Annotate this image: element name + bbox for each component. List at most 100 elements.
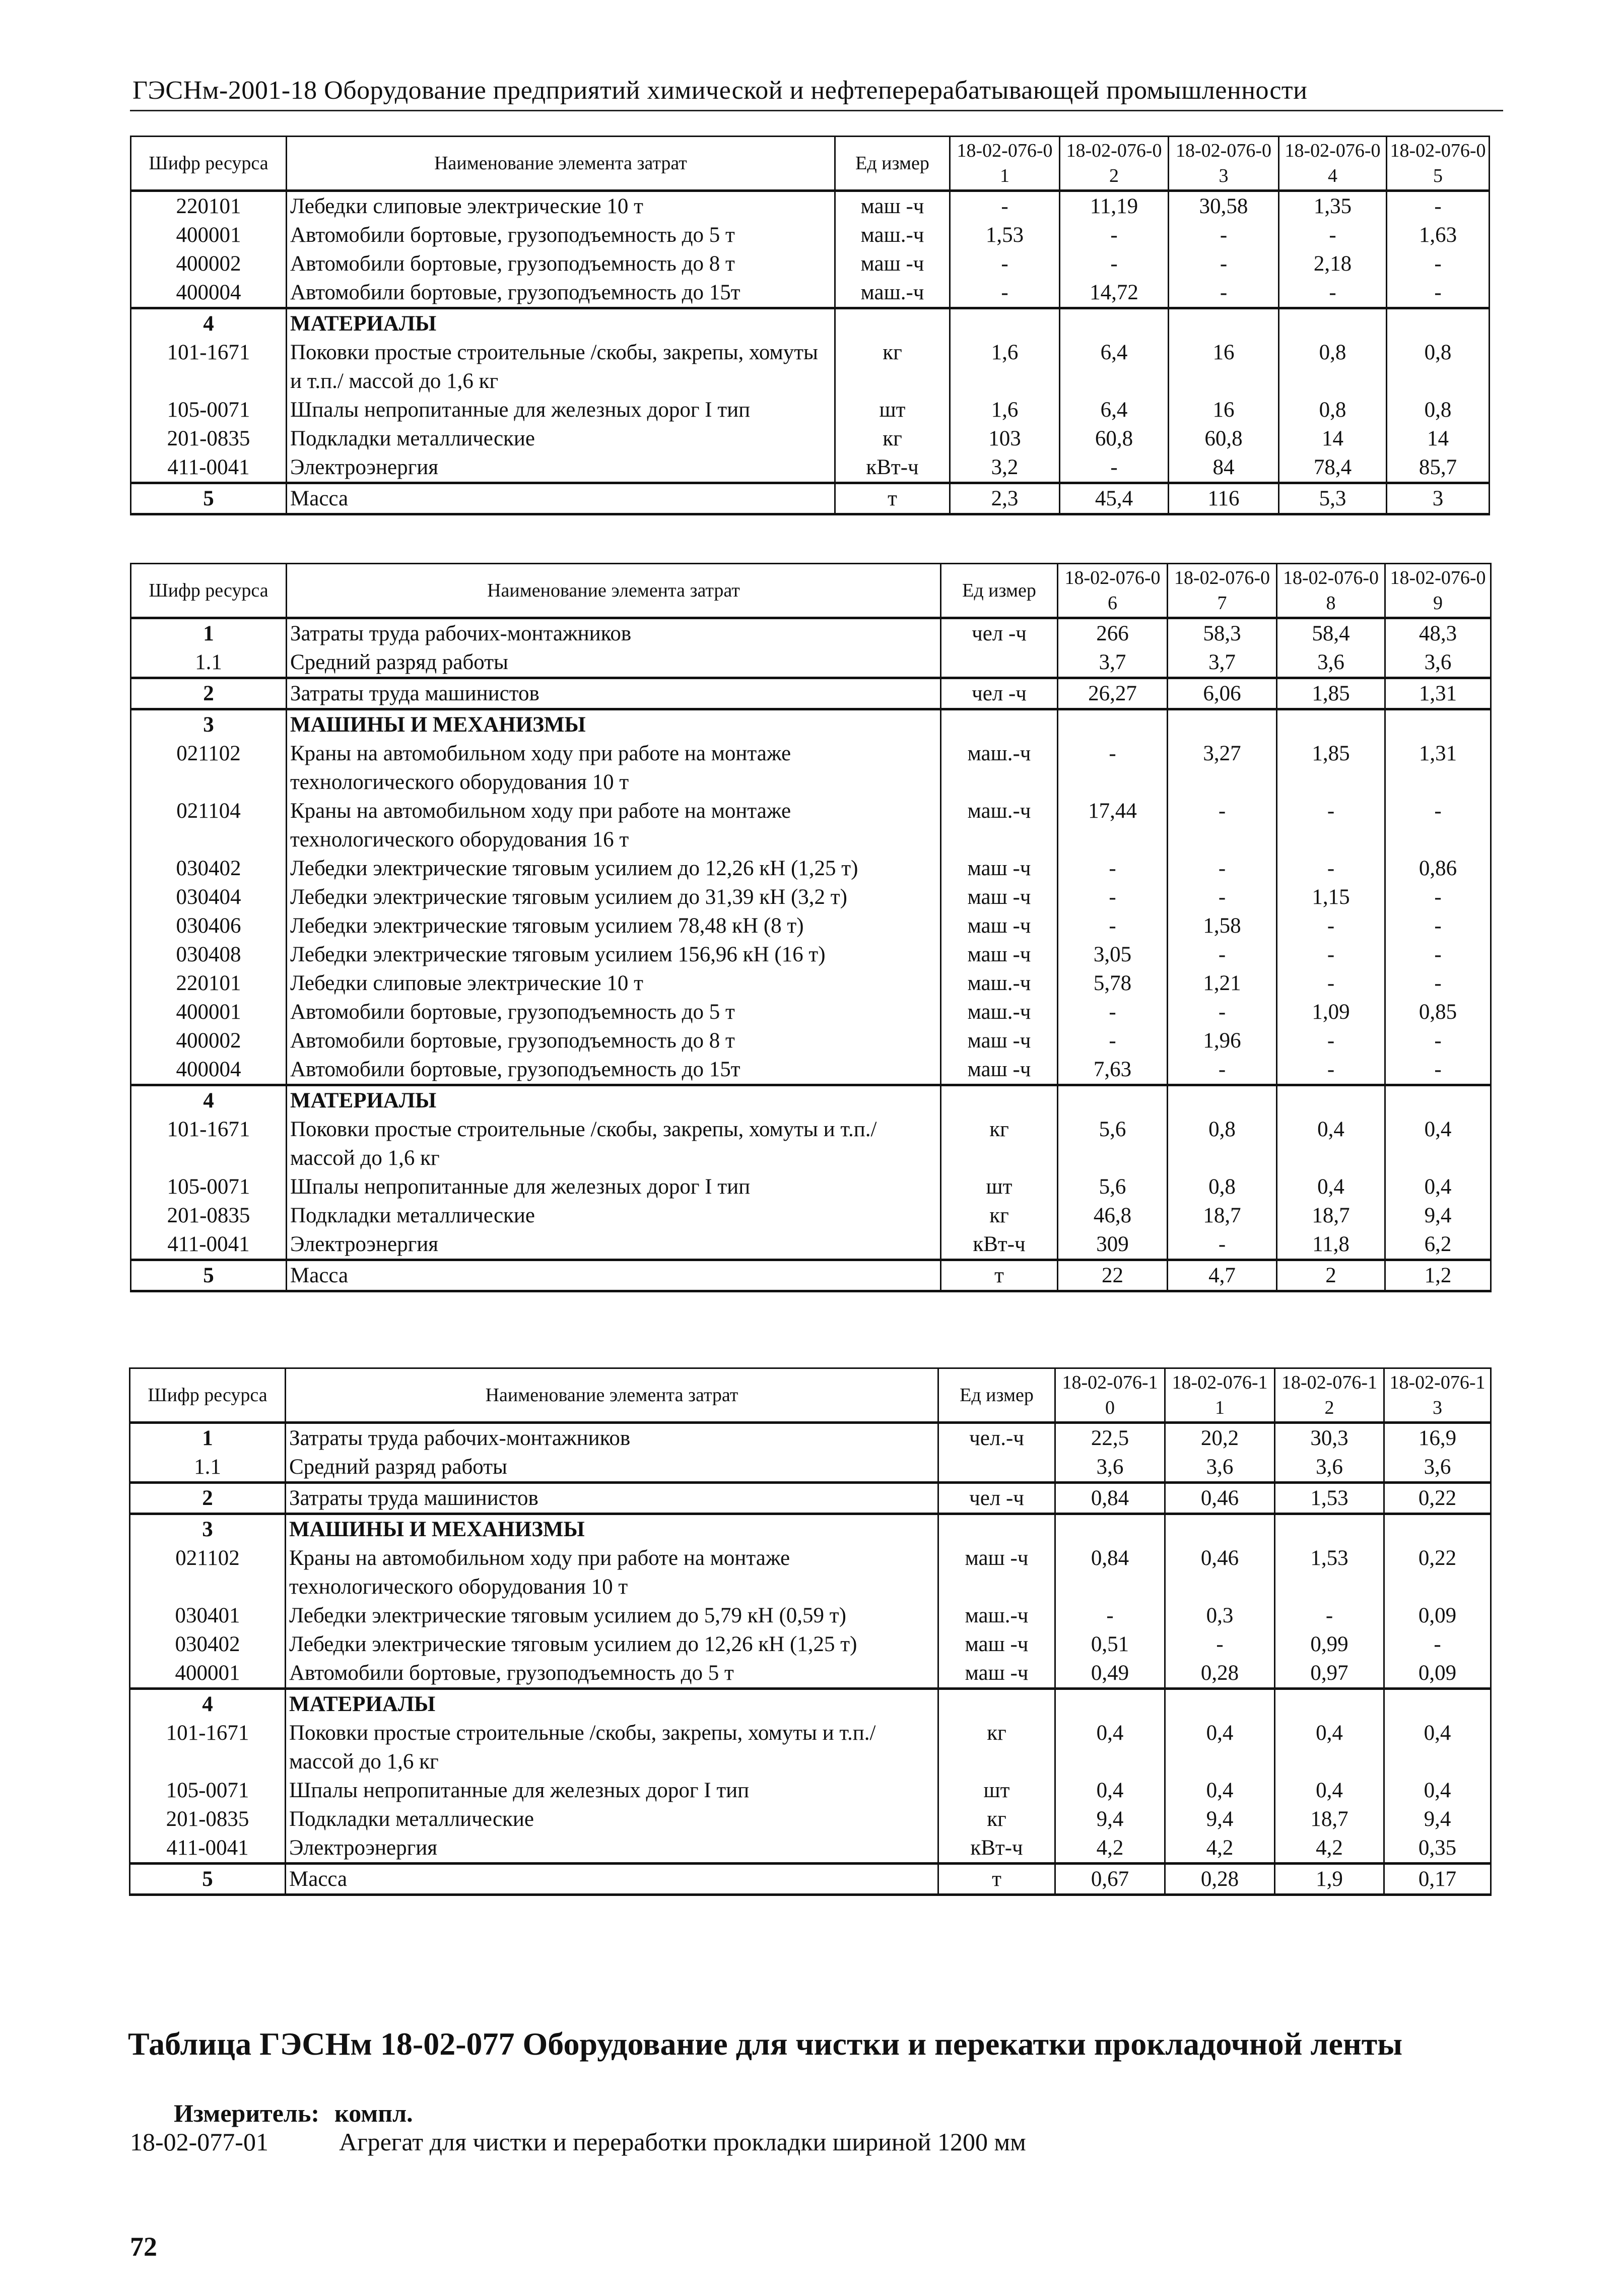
value-cell: 1,6 <box>949 396 1060 424</box>
value-cell: 0,8 <box>1278 396 1387 424</box>
resource-name: Лебедки электрические тяговым усилием до… <box>286 854 941 883</box>
unit: шт <box>937 1776 1056 1805</box>
resource-code: 030402 <box>129 1630 286 1659</box>
value-cell: 45,4 <box>1059 483 1169 514</box>
resource-name: Подкладки металлические <box>285 1805 939 1833</box>
resource-code: 030402 <box>130 854 287 883</box>
value-cell <box>1168 308 1279 338</box>
value-cell: 11,19 <box>1059 190 1169 221</box>
value-cell: 1,31 <box>1384 678 1492 709</box>
resource-name: Автомобили бортовые, грузоподъемность до… <box>286 998 941 1026</box>
value-cell: - <box>1168 249 1279 278</box>
value-cell: 4,2 <box>1164 1833 1275 1864</box>
unit: маш.-ч <box>937 1601 1056 1630</box>
unit: маш -ч <box>834 249 951 278</box>
resource-name: Автомобили бортовые, грузоподъемность до… <box>286 278 836 308</box>
column-header: Наименование элемента затрат <box>286 136 836 192</box>
unit: маш.-ч <box>940 739 1058 797</box>
table-row: 3 МАШИНЫ И МЕХАНИЗМЫ <box>130 709 1492 739</box>
value-cell: 60,8 <box>1059 424 1169 453</box>
value-cell <box>1167 1085 1277 1115</box>
value-cell: 0,4 <box>1384 1172 1492 1201</box>
unit: кг <box>940 1115 1058 1172</box>
unit: чел -ч <box>940 618 1058 648</box>
table-row: 021104 Краны на автомобильном ходу при ра… <box>130 797 1492 854</box>
unit: кВт-ч <box>834 453 951 483</box>
value-cell: - <box>1276 911 1386 940</box>
value-cell: - <box>1059 249 1169 278</box>
value-cell: 2,3 <box>949 483 1060 514</box>
resource-code: 220101 <box>130 969 287 998</box>
column-header: 18-02-076-08 <box>1276 563 1386 619</box>
table-row: 4 МАТЕРИАЛЫ <box>130 308 1490 338</box>
value-cell: 78,4 <box>1278 453 1387 483</box>
value-cell: - <box>1167 797 1277 854</box>
resource-name: Краны на автомобильном ходу при работе н… <box>286 797 941 854</box>
value-cell: 1,35 <box>1278 190 1387 221</box>
value-cell: 0,4 <box>1054 1719 1166 1776</box>
value-cell: - <box>1276 1026 1386 1055</box>
resource-code: 021104 <box>130 797 287 854</box>
resource-name: Подкладки металлические <box>286 424 836 453</box>
resource-name: Затраты труда машинистов <box>286 678 941 709</box>
unit <box>834 308 951 338</box>
value-cell: 0,4 <box>1274 1776 1385 1805</box>
resource-name: Автомобили бортовые, грузоподъемность до… <box>286 1055 941 1085</box>
value-cell: 1,96 <box>1167 1026 1277 1055</box>
table-row: 411-0041 Электроэнергия кВт-ч 4,2 4,2 4,2 0,35 <box>129 1833 1492 1864</box>
page-number: 72 <box>130 2232 157 2262</box>
value-cell: 0,8 <box>1386 396 1490 424</box>
unit: кг <box>834 338 951 396</box>
value-cell: 85,7 <box>1386 453 1490 483</box>
table-row: 5 Масса т 22 4,7 2 1,2 <box>130 1260 1492 1291</box>
unit: чел -ч <box>940 678 1058 709</box>
resource-code: 030406 <box>130 911 287 940</box>
value-cell: 9,4 <box>1384 1201 1492 1230</box>
resource-name: Автомобили бортовые, грузоподъемность до… <box>286 249 836 278</box>
value-cell: 0,8 <box>1278 338 1387 396</box>
resource-name: Затраты труда машинистов <box>285 1482 939 1514</box>
resource-code: 2 <box>129 1482 286 1514</box>
column-header: 18-02-076-11 <box>1164 1367 1275 1424</box>
unit: маш -ч <box>940 854 1058 883</box>
row-group: 5 Масса т 2,3 45,4 116 5,3 3 <box>130 483 1490 514</box>
resource-code: 400004 <box>130 1055 287 1085</box>
unit: маш -ч <box>940 1055 1058 1085</box>
value-cell: 5,78 <box>1057 969 1168 998</box>
value-cell: 0,67 <box>1054 1863 1166 1895</box>
value-cell: 4,7 <box>1167 1260 1277 1291</box>
row-group: 4 МАТЕРИАЛЫ 101-1671 Поковки простые строит… <box>130 1085 1492 1260</box>
resource-code: 400001 <box>130 221 287 249</box>
column-header: 18-02-076-04 <box>1278 136 1387 192</box>
value-cell: 3,6 <box>1274 1453 1385 1483</box>
column-header: 18-02-076-09 <box>1384 563 1492 619</box>
table-row: 1.1 Средний разряд работы 3,7 3,7 3,6 3,6 <box>130 648 1492 678</box>
value-cell: 16,9 <box>1383 1422 1492 1453</box>
value-cell: 48,3 <box>1384 618 1492 648</box>
value-cell: - <box>1057 739 1168 797</box>
measure-value: компл. <box>334 2099 413 2127</box>
unit: т <box>937 1863 1056 1895</box>
value-cell: - <box>1054 1601 1166 1630</box>
value-cell: 0,46 <box>1164 1544 1275 1601</box>
value-cell: 0,22 <box>1383 1544 1492 1601</box>
value-cell: 3,6 <box>1164 1453 1275 1483</box>
value-cell: 18,7 <box>1276 1201 1386 1230</box>
table-row: 105-0071 Шпалы непропитанные для железных… <box>130 396 1490 424</box>
table-row: 101-1671 Поковки простые строительные /ск… <box>130 338 1490 396</box>
table-row: 021102 Краны на автомобильном ходу при ра… <box>130 739 1492 797</box>
value-cell: - <box>1276 940 1386 969</box>
resource-code: 101-1671 <box>130 338 287 396</box>
row-group: 1 Затраты труда рабочих-монтажников чел -ч… <box>130 618 1492 678</box>
table-row: 021102 Краны на автомобильном ходу при ра… <box>129 1544 1492 1601</box>
unit: кВт-ч <box>937 1833 1056 1864</box>
value-cell: 0,46 <box>1164 1482 1275 1514</box>
value-cell <box>1059 308 1169 338</box>
resource-name: Средний разряд работы <box>285 1453 939 1483</box>
value-cell: - <box>1167 854 1277 883</box>
resource-code: 4 <box>130 1085 287 1115</box>
row-group: 4 МАТЕРИАЛЫ 101-1671 Поковки простые строит… <box>130 308 1490 483</box>
row-group: 1 Затраты труда рабочих-монтажников чел.-ч… <box>129 1422 1492 1483</box>
header-row: Шифр ресурса Наименование элемента затрат… <box>130 563 1492 619</box>
unit: маш.-ч <box>940 998 1058 1026</box>
